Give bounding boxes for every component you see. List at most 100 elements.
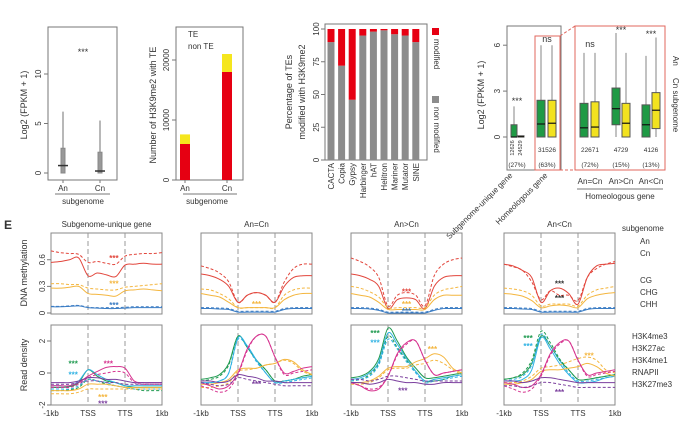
significance-annotation: *** bbox=[78, 47, 89, 57]
significance-annotation: *** bbox=[555, 388, 565, 397]
panel-title: An<Cn bbox=[547, 220, 572, 229]
bar-segment bbox=[338, 29, 346, 66]
significance-annotation: *** bbox=[98, 393, 108, 402]
y-tick-label: 10 bbox=[34, 69, 43, 78]
legend-title: subgenome bbox=[622, 224, 664, 233]
bar-segment bbox=[327, 29, 335, 43]
read-density-line-an bbox=[51, 376, 162, 384]
methylation-line-an bbox=[350, 307, 462, 314]
y-tick-label: 20000 bbox=[162, 48, 171, 71]
significance-annotation: *** bbox=[402, 288, 412, 297]
legend-mark: H3K27me3 bbox=[632, 380, 673, 389]
y-axis-label: Log2 (FPKM + 1) bbox=[476, 61, 486, 130]
x-tick-label: Mariner bbox=[391, 163, 400, 190]
zoom-frame bbox=[574, 25, 666, 171]
significance-annotation: *** bbox=[104, 359, 114, 368]
legend-swatch-modified bbox=[432, 28, 439, 35]
y-tick-label: 100 bbox=[312, 22, 321, 36]
x-tick-label: hAT bbox=[369, 163, 378, 177]
read-density-line-an bbox=[503, 336, 616, 384]
x-tick-label: Harbinger bbox=[359, 163, 368, 198]
box bbox=[60, 147, 66, 174]
significance-annotation: *** bbox=[109, 280, 119, 289]
methylation-line-cn bbox=[350, 307, 462, 313]
y-axis-label: Read density bbox=[19, 338, 29, 391]
bar-segment bbox=[348, 99, 356, 160]
read-density-line-cn bbox=[503, 356, 616, 384]
y-axis-label: modified with H3K9me2 bbox=[297, 44, 307, 139]
x-tick-label: 1kb bbox=[156, 409, 169, 418]
bar-segment bbox=[412, 29, 420, 43]
legend-context: CHH bbox=[640, 300, 658, 309]
read-density-line-cn bbox=[503, 333, 616, 383]
read-density-line-an bbox=[200, 336, 313, 384]
methylation-frame bbox=[350, 232, 463, 315]
significance-annotation: *** bbox=[109, 301, 119, 310]
significance-annotation: *** bbox=[555, 280, 565, 289]
significance-annotation: *** bbox=[252, 380, 262, 389]
methylation-line-cn bbox=[50, 304, 162, 309]
y-axis-label: Percentage of TEs bbox=[284, 54, 294, 129]
read-density-frame bbox=[503, 324, 616, 406]
plot-frame bbox=[175, 26, 244, 181]
panel-title: Subgenome-unique gene bbox=[62, 220, 152, 229]
read-density-line-an bbox=[350, 353, 463, 384]
read-density-line-an bbox=[200, 333, 313, 390]
legend-context: CG bbox=[640, 276, 652, 285]
bar-segment bbox=[380, 30, 388, 161]
x-axis-label: subgenome bbox=[186, 197, 228, 206]
x-tick-label: -1kb bbox=[43, 409, 59, 418]
methylation-frame bbox=[50, 232, 163, 315]
read-density-line-cn bbox=[200, 337, 313, 384]
y-tick-label: 6 bbox=[493, 42, 502, 47]
y-axis-label: Number of H3K9me2 with TE bbox=[148, 47, 158, 164]
legend-context: CHG bbox=[640, 288, 658, 297]
read-density-line-cn bbox=[350, 335, 463, 383]
legend-an: An bbox=[671, 56, 680, 66]
methylation-line-cn bbox=[200, 287, 313, 310]
gene-count: 24529 bbox=[518, 140, 524, 155]
significance-annotation: *** bbox=[252, 300, 262, 309]
x-tick-label: Copia bbox=[338, 162, 347, 183]
significance-annotation: *** bbox=[398, 387, 408, 396]
significance-annotation: *** bbox=[109, 254, 119, 263]
x-tick-label: TTS bbox=[117, 409, 132, 418]
y-tick-label: 0 bbox=[38, 370, 47, 375]
y-tick-label: 0.6 bbox=[38, 254, 47, 266]
methylation-line-cn bbox=[503, 285, 616, 307]
x-tick-label: An bbox=[180, 184, 190, 193]
y-axis-label: DNA methylation bbox=[19, 239, 29, 306]
box bbox=[641, 104, 651, 138]
read-density-line-cn bbox=[51, 370, 162, 389]
methylation-line-cn bbox=[200, 263, 313, 304]
read-density-line-an bbox=[350, 378, 462, 385]
significance-annotation: *** bbox=[69, 371, 79, 380]
methylation-line-cn bbox=[50, 283, 163, 291]
legend-non-modified: non modified bbox=[432, 107, 441, 153]
y-tick-label: -2 bbox=[38, 401, 47, 409]
methylation-line-an bbox=[350, 273, 463, 310]
box bbox=[97, 151, 103, 174]
significance-annotation: ns bbox=[585, 39, 595, 49]
legend-mark: RNAPII bbox=[632, 368, 659, 377]
y-tick-label: 0 bbox=[312, 157, 321, 162]
y-tick-label: 0 bbox=[34, 170, 43, 175]
x-tick-label: Mutator bbox=[401, 163, 410, 190]
box bbox=[547, 99, 557, 138]
x-tick-label: Cn bbox=[222, 184, 232, 193]
methylation-line-an bbox=[50, 285, 163, 297]
bar-segment bbox=[222, 72, 232, 180]
read-density-line-cn bbox=[200, 335, 313, 383]
significance-annotation: *** bbox=[98, 399, 108, 408]
significance-annotation: *** bbox=[555, 294, 565, 303]
methylation-frame bbox=[503, 232, 616, 315]
legend-an: An bbox=[640, 237, 650, 246]
x-tick-label: An=Cn bbox=[578, 177, 603, 186]
read-density-line-cn bbox=[350, 375, 462, 382]
read-density-line-cn bbox=[350, 359, 463, 385]
box bbox=[579, 102, 589, 138]
bar-segment bbox=[180, 144, 190, 180]
read-density-line-cn bbox=[200, 333, 313, 393]
x-tick-label: TTS bbox=[267, 409, 282, 418]
y-tick-label: 2 bbox=[38, 338, 47, 343]
